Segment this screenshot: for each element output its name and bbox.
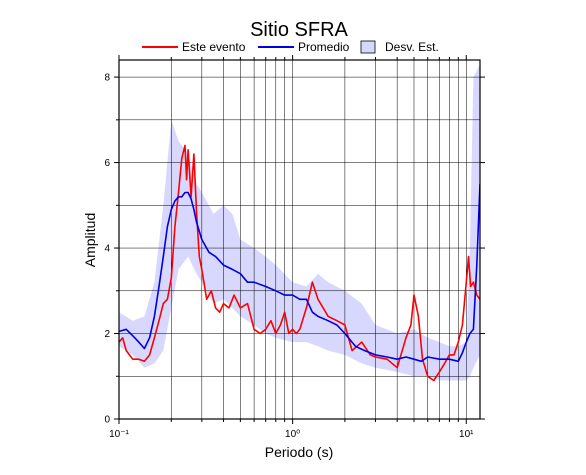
x-tick-label: 10⁻¹ [109,429,129,440]
legend-label-0: Este evento [182,40,246,54]
chart-title: Sitio SFRA [250,19,348,41]
series-layer [119,144,480,382]
std-dev-band-layer [119,64,480,381]
series-promedio [119,183,480,363]
x-axis-label: Periodo (s) [265,444,333,460]
y-axis-label: Amplitud [82,213,98,267]
std-dev-band [119,64,480,381]
y-tick-label: 8 [104,73,110,84]
legend-label-2: Desv. Est. [385,40,439,54]
y-tick-label: 2 [104,329,110,340]
grid-lines [119,60,480,419]
legend-swatch-2 [360,40,376,54]
y-tick-label: 6 [104,158,110,169]
y-tick-label: 0 [104,415,110,426]
axes: 0 2 4 6 8 10⁻¹ 10⁰ 10¹ [104,55,485,440]
plot-frame [118,59,481,420]
legend: Este evento Promedio Desv. Est. [142,40,439,54]
x-tick-label: 10¹ [459,429,474,440]
series-este-evento [119,144,480,382]
legend-label-1: Promedio [298,40,350,54]
x-tick-label: 10⁰ [285,429,300,440]
y-tick-label: 4 [104,244,110,255]
